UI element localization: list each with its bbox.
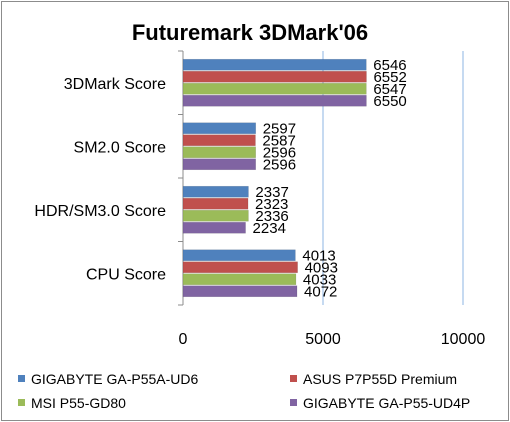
bar-0-3 bbox=[182, 94, 367, 107]
data-label-0-0: 6546 bbox=[373, 57, 406, 74]
data-label-2-0: 2337 bbox=[255, 184, 288, 201]
bar-3-0 bbox=[182, 249, 296, 262]
bar-1-1 bbox=[182, 134, 256, 147]
legend-label-1: ASUS P7P55D Premium bbox=[303, 371, 457, 387]
legend-swatch-1 bbox=[290, 375, 297, 382]
bar-2-0 bbox=[182, 185, 249, 198]
bar-0-2 bbox=[182, 82, 367, 95]
data-label-1-1: 2587 bbox=[262, 132, 295, 149]
data-label-3-2: 4033 bbox=[303, 271, 336, 288]
legend-swatch-2 bbox=[18, 399, 25, 406]
data-label-1-0: 2597 bbox=[263, 120, 296, 137]
category-label-3: CPU Score bbox=[86, 266, 166, 283]
x-tick-label-2: 10000 bbox=[441, 331, 486, 348]
bar-3-2 bbox=[182, 273, 297, 286]
bar-1-2 bbox=[182, 146, 256, 159]
data-label-3-1: 4093 bbox=[305, 259, 338, 276]
data-label-0-1: 6552 bbox=[373, 69, 406, 86]
bar-3-1 bbox=[182, 261, 298, 274]
bar-1-0 bbox=[182, 122, 257, 135]
bar-2-2 bbox=[182, 209, 249, 222]
legend-label-0: GIGABYTE GA-P55A-UD6 bbox=[31, 371, 198, 387]
data-label-0-2: 6547 bbox=[373, 81, 406, 98]
data-label-3-0: 4013 bbox=[302, 247, 335, 264]
legend-swatch-3 bbox=[290, 399, 297, 406]
category-label-2: HDR/SM3.0 Score bbox=[34, 203, 166, 220]
bar-3-3 bbox=[182, 285, 298, 298]
data-label-1-3: 2596 bbox=[263, 156, 296, 173]
chart-title: Futuremark 3DMark'06 bbox=[132, 20, 368, 45]
data-label-1-2: 2596 bbox=[263, 144, 296, 161]
bar-0-0 bbox=[182, 58, 367, 71]
bar-2-3 bbox=[182, 221, 246, 234]
bar-2-1 bbox=[182, 197, 249, 210]
data-label-2-1: 2323 bbox=[255, 196, 288, 213]
data-label-0-3: 6550 bbox=[373, 93, 406, 110]
data-label-2-2: 2336 bbox=[255, 208, 288, 225]
category-label-0: 3DMark Score bbox=[64, 76, 166, 93]
x-tick-label-1: 5000 bbox=[305, 331, 341, 348]
legend-swatch-0 bbox=[18, 375, 25, 382]
data-label-3-3: 4072 bbox=[304, 283, 337, 300]
bar-0-1 bbox=[182, 70, 367, 83]
category-label-1: SM2.0 Score bbox=[74, 139, 167, 156]
data-label-2-3: 2234 bbox=[253, 220, 286, 237]
bar-1-3 bbox=[182, 158, 256, 171]
legend-label-3: GIGABYTE GA-P55-UD4P bbox=[303, 395, 470, 411]
x-tick-label-0: 0 bbox=[179, 331, 188, 348]
legend-label-2: MSI P55-GD80 bbox=[31, 395, 126, 411]
